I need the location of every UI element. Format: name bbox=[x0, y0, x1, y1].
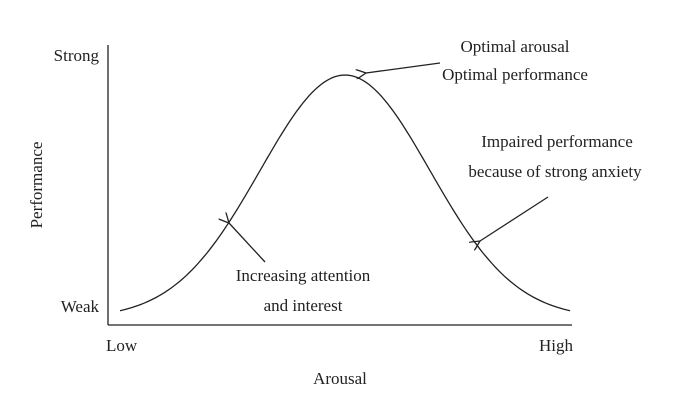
annotation: Impaired performance bbox=[481, 132, 633, 151]
y-bottom-label: Weak bbox=[61, 297, 100, 316]
annotation: Increasing attention bbox=[236, 266, 371, 285]
x-axis-label: Arousal bbox=[313, 369, 367, 388]
x-left-label: Low bbox=[106, 336, 138, 355]
y-axis-label: Performance bbox=[27, 142, 46, 229]
arrow bbox=[229, 223, 266, 263]
annotation: and interest bbox=[264, 296, 343, 315]
arrow bbox=[366, 62, 441, 73]
annotation: because of strong anxiety bbox=[468, 162, 642, 181]
x-right-label: High bbox=[539, 336, 574, 355]
annotation: Optimal arousal bbox=[460, 37, 569, 56]
arrow bbox=[480, 196, 549, 241]
annotation: Optimal performance bbox=[442, 65, 588, 84]
curve bbox=[119, 74, 571, 312]
y-top-label: Strong bbox=[54, 46, 100, 65]
